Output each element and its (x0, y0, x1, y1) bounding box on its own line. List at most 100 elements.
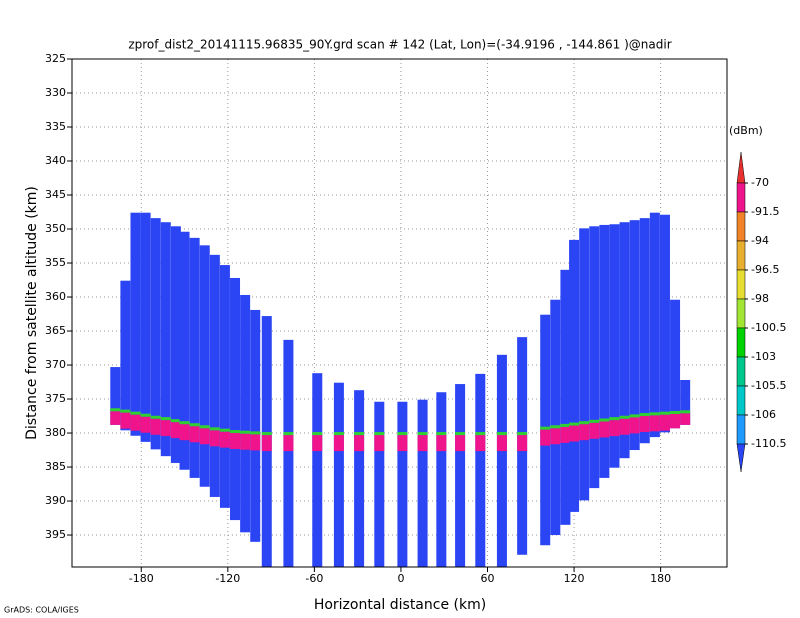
surface-echo (649, 415, 660, 432)
surface-echo (560, 426, 571, 443)
surface-echo (179, 424, 190, 441)
y-tick-label: 345 (45, 188, 66, 201)
colorbar-label: -70 (751, 176, 769, 189)
surface-edge (250, 431, 261, 435)
surface-edge (540, 426, 551, 430)
swath-column (110, 367, 121, 425)
surface-edge (230, 430, 241, 434)
surface-echo (160, 420, 171, 437)
surface-edge (110, 408, 121, 412)
swath-column (130, 212, 141, 436)
surface-echo (374, 435, 385, 452)
swath-column (436, 392, 447, 567)
surface-echo (150, 418, 161, 435)
surface-echo (589, 422, 600, 439)
surface-echo (455, 435, 466, 452)
plot-frame (71, 58, 728, 568)
surface-echo (659, 414, 670, 431)
colorbar-segment (736, 327, 746, 358)
colorbar-label: -94 (751, 234, 769, 247)
y-tick-label: 380 (45, 426, 66, 439)
colorbar-segment (736, 182, 746, 213)
surface-echo (312, 435, 323, 452)
surface-edge (599, 418, 610, 422)
swath-column (589, 226, 600, 489)
surface-echo (261, 435, 272, 452)
surface-echo (240, 433, 251, 450)
swath-column (240, 294, 251, 533)
surface-edge (417, 432, 428, 436)
y-axis-title: Distance from satellite altitude (km) (24, 186, 40, 440)
y-tick-label: 385 (45, 460, 66, 473)
surface-edge (517, 432, 528, 436)
colorbar-label: -105.5 (751, 379, 786, 392)
swath-column (120, 280, 131, 431)
colorbar-label: -98 (751, 292, 769, 305)
colorbar-label: -96.5 (751, 263, 779, 276)
surface-edge (659, 411, 670, 415)
surface-edge (619, 415, 630, 419)
colorbar-segment (736, 211, 746, 242)
surface-echo (219, 431, 230, 448)
swath-column (179, 231, 190, 470)
surface-echo (120, 412, 131, 429)
x-tick-label: 180 (650, 572, 671, 585)
swath-column (560, 269, 571, 525)
surface-echo (639, 416, 650, 433)
surface-echo (283, 435, 294, 452)
surface-echo (680, 413, 691, 425)
surface-echo (333, 435, 344, 452)
surface-edge (436, 432, 447, 436)
surface-edge (374, 432, 385, 436)
swath-column (374, 401, 385, 567)
surface-edge (670, 410, 681, 414)
surface-edge (189, 423, 200, 427)
swath-column (160, 222, 171, 457)
swath-column (219, 265, 230, 508)
surface-echo (140, 416, 151, 433)
surface-echo (579, 424, 590, 441)
surface-echo (250, 434, 261, 451)
surface-echo (397, 435, 408, 452)
surface-echo (170, 422, 181, 439)
colorbar-label: -91.5 (751, 205, 779, 218)
swath-column (569, 239, 580, 512)
x-tick-label: -60 (305, 572, 323, 585)
swath-column (354, 390, 365, 567)
y-tick-label: 325 (45, 52, 66, 65)
swath-column (639, 218, 650, 444)
surface-echo (670, 413, 681, 429)
y-tick-label: 330 (45, 86, 66, 99)
surface-edge (179, 421, 190, 425)
surface-echo (209, 430, 220, 447)
surface-echo (475, 435, 486, 452)
surface-edge (312, 432, 323, 436)
swath-column (629, 220, 640, 451)
surface-edge (140, 413, 151, 417)
y-tick-label: 360 (45, 290, 66, 303)
swath-column (649, 212, 660, 438)
x-tick-label: 120 (564, 572, 585, 585)
swath-column (455, 384, 466, 567)
swath-column (496, 354, 507, 567)
surface-edge (629, 414, 640, 418)
y-tick-label: 375 (45, 392, 66, 405)
surface-edge (560, 423, 571, 427)
surface-edge (579, 421, 590, 425)
x-tick-label: 60 (481, 572, 495, 585)
surface-edge (397, 432, 408, 436)
surface-echo (230, 433, 241, 450)
surface-edge (609, 417, 620, 421)
y-tick-label: 335 (45, 120, 66, 133)
y-tick-label: 340 (45, 154, 66, 167)
surface-edge (550, 425, 561, 429)
y-tick-label: 390 (45, 494, 66, 507)
surface-edge (261, 432, 272, 436)
surface-edge (496, 432, 507, 436)
y-tick-label: 350 (45, 222, 66, 235)
swath-column (579, 228, 590, 501)
swath-column (659, 214, 670, 433)
y-tick-label: 355 (45, 256, 66, 269)
surface-edge (209, 427, 220, 431)
swath-column (550, 299, 561, 536)
